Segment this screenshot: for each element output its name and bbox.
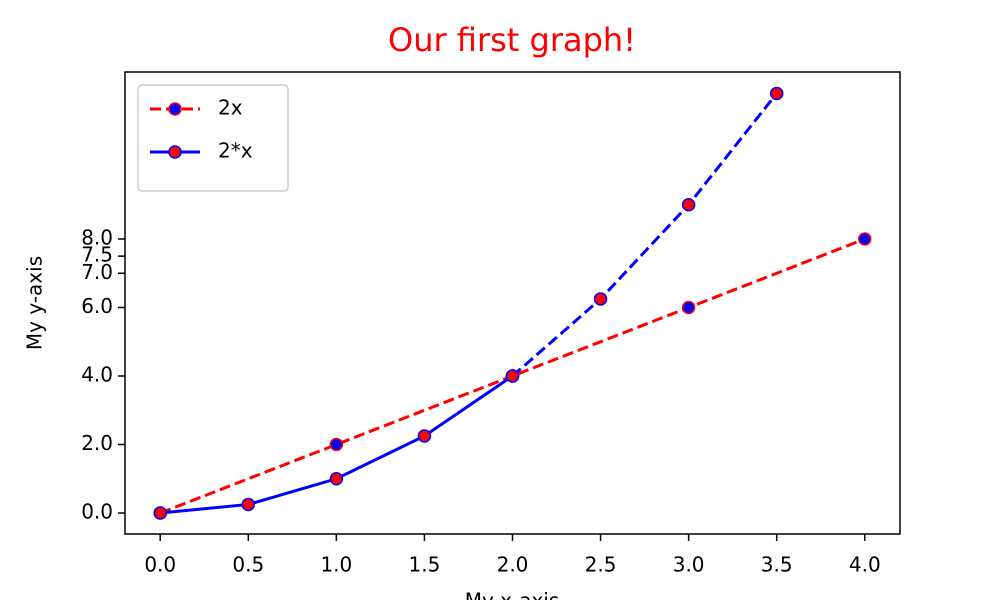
y-tick-label: 0.0 <box>81 500 113 524</box>
y-tick-label: 6.0 <box>81 294 113 318</box>
marker <box>593 292 608 306</box>
marker <box>417 429 432 443</box>
marker <box>153 506 167 520</box>
marker <box>241 497 256 512</box>
x-tick-label: 2.5 <box>585 553 617 577</box>
legend-marker <box>168 102 182 116</box>
x-tick-label: 0.0 <box>144 553 176 577</box>
y-tick-label: 8.0 <box>81 226 113 250</box>
x-tick-label: 1.5 <box>409 553 441 577</box>
y-tick-label: 4.0 <box>81 363 113 387</box>
x-tick-label: 2.0 <box>497 553 529 577</box>
y-tick-label: 2.0 <box>81 431 113 455</box>
y-tick-label: 7.5 <box>81 243 113 267</box>
x-tick-label: 4.0 <box>849 553 881 577</box>
x-tick-label: 3.5 <box>761 553 793 577</box>
plot-frame <box>124 71 901 535</box>
y-tick-label: 7.0 <box>81 260 113 284</box>
series-line <box>511 92 778 378</box>
x-axis-label: My x-axis <box>465 589 560 600</box>
marker <box>681 198 696 212</box>
y-axis-label: My y-axis <box>23 256 47 350</box>
marker <box>681 300 696 315</box>
x-tick-label: 3.0 <box>673 553 705 577</box>
legend-label: 2x <box>218 96 243 120</box>
x-tick-label: 1.0 <box>320 553 352 577</box>
legend-label: 2*x <box>218 139 253 163</box>
marker <box>329 437 344 452</box>
legend-marker <box>168 145 182 159</box>
legend-box <box>137 84 289 192</box>
marker <box>505 369 520 383</box>
x-tick-label: 0.5 <box>232 553 264 577</box>
marker <box>769 86 784 101</box>
chart-title: Our first graph! <box>388 21 636 59</box>
marker <box>858 232 872 246</box>
marker <box>329 472 344 486</box>
